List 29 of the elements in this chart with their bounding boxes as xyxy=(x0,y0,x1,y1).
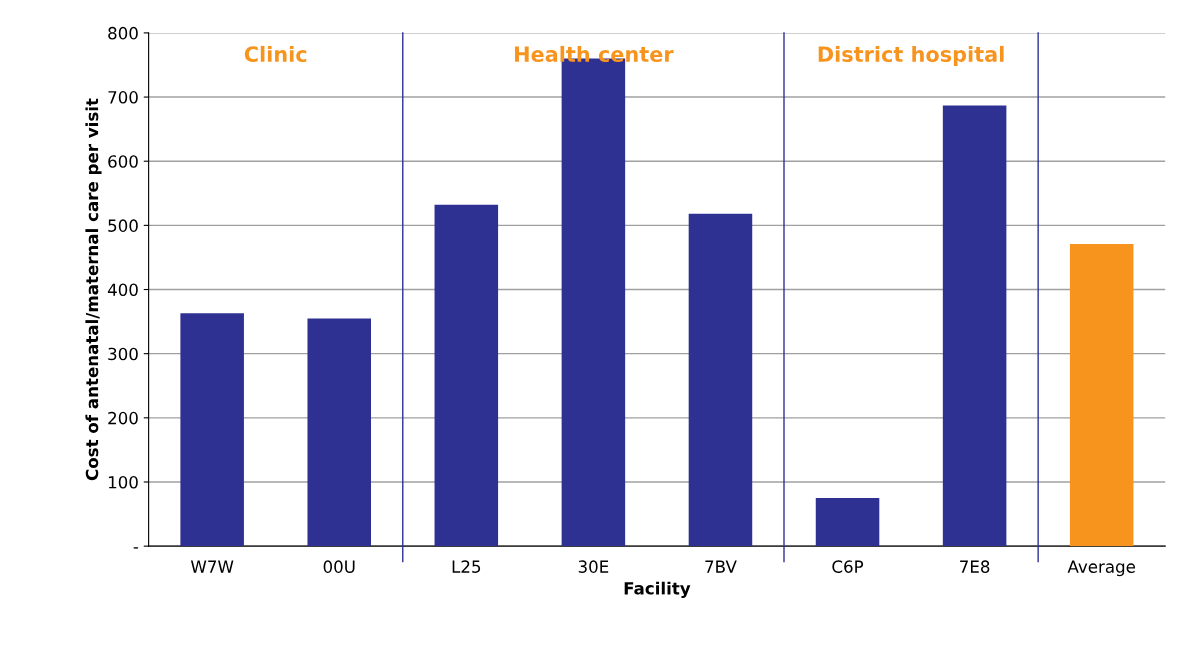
y-tick-label: 700 xyxy=(108,91,138,104)
bar xyxy=(942,105,1007,547)
x-tick-label: W7W xyxy=(190,560,234,573)
y-tick-label: 500 xyxy=(108,219,138,232)
x-tick-label: 7E8 xyxy=(960,560,990,573)
bar xyxy=(688,213,753,547)
x-tick-label: 00U xyxy=(323,560,355,573)
x-axis-title: Facility xyxy=(624,581,691,598)
bar xyxy=(815,498,880,547)
annotation: Clinic xyxy=(244,45,307,63)
y-axis-title: Cost of antenatal/maternal care per visit xyxy=(85,98,102,481)
y-tick-label: 300 xyxy=(108,347,138,361)
y-tick-label: 100 xyxy=(108,475,138,489)
bar xyxy=(180,313,244,547)
y-tick-label: - xyxy=(133,547,139,549)
x-tick-label: 30E xyxy=(578,560,609,573)
x-tick-label: L25 xyxy=(452,560,481,573)
y-tick-label: 400 xyxy=(107,283,138,297)
bar xyxy=(434,204,499,547)
x-tick-label: 7BV xyxy=(705,560,737,573)
bar xyxy=(307,318,372,547)
x-tick-label: Average xyxy=(1067,560,1136,577)
bar xyxy=(1069,243,1134,547)
annotation: Health center xyxy=(515,45,674,63)
y-tick-label: 800 xyxy=(108,26,138,40)
annotation: District hospital xyxy=(818,45,1004,67)
y-tick-label: 600 xyxy=(108,155,138,168)
x-tick-label: C6P xyxy=(832,560,864,573)
y-tick-label: 200 xyxy=(108,411,138,425)
